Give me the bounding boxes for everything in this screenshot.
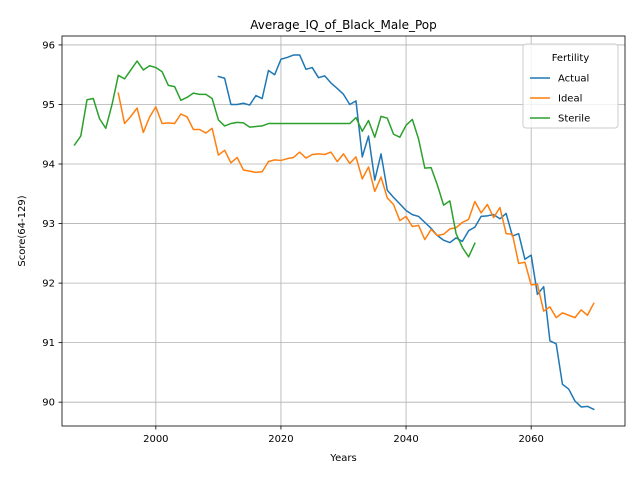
- y-tick-label: 96: [42, 40, 55, 51]
- y-tick-label: 94: [42, 160, 55, 171]
- legend-entries: Actual Ideal Sterile: [530, 74, 590, 125]
- legend-title: Fertility: [552, 53, 590, 64]
- series-lines: [73, 54, 595, 411]
- plot-area-frame: [61, 35, 626, 427]
- x-tick-label: 2040: [393, 434, 418, 445]
- x-tick-label: 2000: [143, 434, 168, 445]
- y-tick-label: 93: [42, 219, 55, 230]
- legend: Fertility Actual Ideal Sterile: [522, 43, 619, 129]
- y-tick-label: 95: [42, 100, 55, 111]
- x-tick-label: 2060: [518, 434, 543, 445]
- axis-ticks: 2000 2020 2040 2060 90 91 92 93 94 95 96: [42, 40, 544, 445]
- y-tick-label: 92: [42, 279, 55, 290]
- series-line-ideal: [117, 92, 595, 319]
- series-line-sterile: [73, 60, 476, 258]
- y-tick-label: 90: [42, 398, 55, 409]
- y-tick-label: 91: [42, 338, 55, 349]
- legend-box: [522, 43, 619, 129]
- legend-label-sterile: Sterile: [558, 114, 590, 125]
- series-line-actual: [217, 54, 595, 411]
- x-tick-label: 2020: [268, 434, 293, 445]
- legend-label-ideal: Ideal: [558, 94, 582, 105]
- x-axis-label: Years: [329, 453, 356, 464]
- y-axis-label: Score(64-129): [17, 195, 28, 266]
- legend-label-actual: Actual: [558, 74, 589, 85]
- chart-title: Average_IQ_of_Black_Male_Pop: [250, 18, 437, 32]
